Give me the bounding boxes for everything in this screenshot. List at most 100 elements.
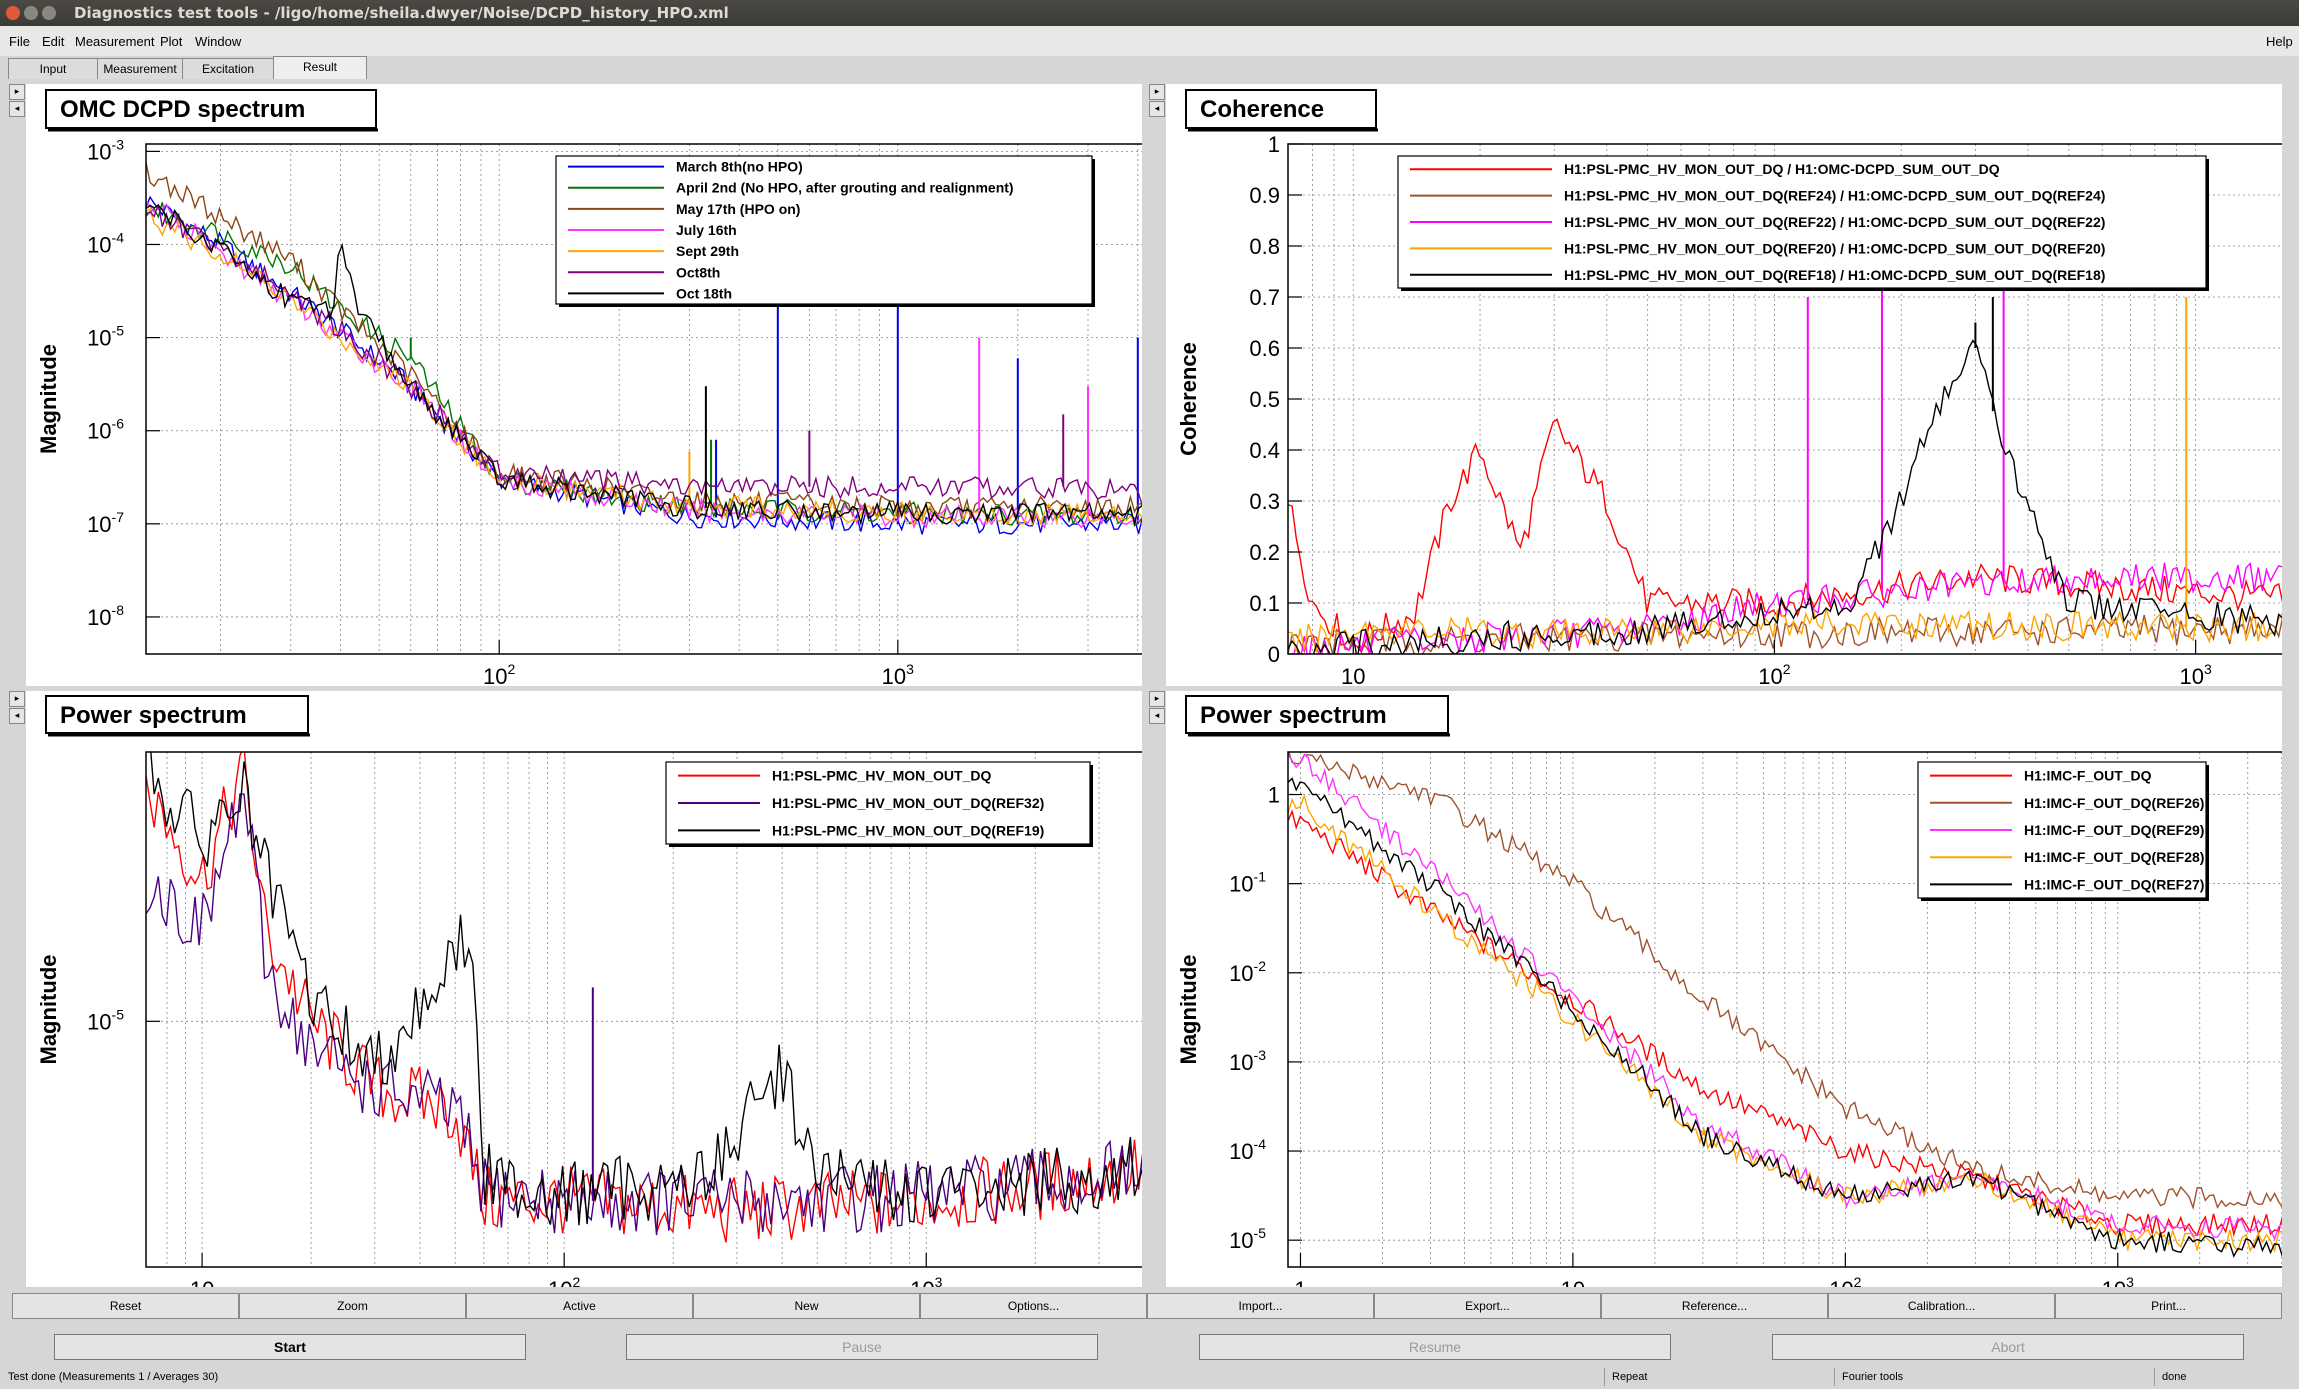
x-tick-label: 102 bbox=[483, 661, 515, 686]
abort-button[interactable]: Abort bbox=[1772, 1334, 2244, 1360]
reference-button[interactable]: Reference... bbox=[1601, 1293, 1828, 1319]
legend-entry: H1:PSL-PMC_HV_MON_OUT_DQ(REF22) / H1:OMC… bbox=[1564, 214, 2105, 230]
legend: H1:PSL-PMC_HV_MON_OUT_DQ / H1:OMC-DCPD_S… bbox=[1397, 155, 2207, 289]
pad-3-collapse-button[interactable]: ◂ bbox=[9, 708, 25, 724]
new-button[interactable]: New bbox=[693, 1293, 920, 1319]
x-tick-label: 10 bbox=[190, 1277, 214, 1287]
plot-pad-1[interactable]: OMC DCPD spectrum 102 103 10-3 10-4 10-5 10-6 1… bbox=[26, 84, 1209, 754]
pad-2-collapse-button[interactable]: ◂ bbox=[1149, 101, 1165, 117]
reset-button[interactable]: Reset bbox=[12, 1293, 239, 1319]
status-state: done bbox=[2162, 1371, 2187, 1383]
x-tick-label: 103 bbox=[910, 1274, 942, 1287]
y-tick-label: 0.1 bbox=[1249, 591, 1280, 616]
tab-result[interactable]: Result bbox=[273, 56, 367, 79]
tab-bar: Input Measurement Excitation Result bbox=[0, 56, 2299, 80]
pad-title: Power spectrum bbox=[1200, 702, 1387, 729]
menu-measurement[interactable]: Measurement bbox=[75, 34, 155, 49]
legend-entry: H1:PSL-PMC_HV_MON_OUT_DQ bbox=[772, 768, 991, 784]
legend-entry: H1:IMC-F_OUT_DQ(REF28) bbox=[2024, 849, 2204, 865]
legend-entry: H1:IMC-F_OUT_DQ(REF26) bbox=[2024, 795, 2204, 811]
series-group bbox=[1288, 246, 2299, 654]
legend-entry: Oct 18th bbox=[676, 285, 732, 301]
legend-entry: Sept 29th bbox=[676, 243, 739, 259]
legend-entry: H1:PSL-PMC_HV_MON_OUT_DQ(REF18) / H1:OMC… bbox=[1564, 267, 2105, 283]
series-group bbox=[146, 162, 1208, 645]
calibration-button[interactable]: Calibration... bbox=[1828, 1293, 2055, 1319]
pad-3-expand-button[interactable]: ▸ bbox=[9, 691, 25, 707]
pad-1-collapse-button[interactable]: ◂ bbox=[9, 101, 25, 117]
menu-plot[interactable]: Plot bbox=[160, 34, 183, 49]
pad-4-collapse-button[interactable]: ◂ bbox=[1149, 708, 1165, 724]
x-tick-label: 103 bbox=[2102, 1274, 2134, 1287]
legend-entry: H1:PSL-PMC_HV_MON_OUT_DQ(REF32) bbox=[772, 795, 1044, 811]
x-tick-label: 10 bbox=[1561, 1277, 1585, 1287]
legend-entry: H1:IMC-F_OUT_DQ bbox=[2024, 768, 2152, 784]
y-tick-label: 10-5 bbox=[87, 1006, 124, 1034]
y-tick-label: 10-1 bbox=[1229, 869, 1266, 897]
series-line bbox=[1288, 606, 2299, 653]
series-line bbox=[1288, 752, 2299, 1211]
print-button[interactable]: Print... bbox=[2055, 1293, 2282, 1319]
x-tick-label: 102 bbox=[1829, 1274, 1861, 1287]
tab-measurement[interactable]: Measurement bbox=[97, 58, 183, 79]
y-tick-label: 10-2 bbox=[1229, 958, 1266, 986]
import-button[interactable]: Import... bbox=[1147, 1293, 1374, 1319]
pad-title-box bbox=[1185, 89, 1377, 129]
pad-title: Coherence bbox=[1200, 96, 1324, 123]
pause-button[interactable]: Pause bbox=[626, 1334, 1098, 1360]
series-line bbox=[1288, 809, 2299, 1237]
close-window-button[interactable] bbox=[6, 6, 20, 20]
y-axis-label: Magnitude bbox=[1176, 955, 1201, 1065]
plot-pad-4[interactable]: Power spectrum 1 10 102 103 1 10-1 10-2 10-3 10-4… bbox=[1166, 691, 2299, 1367]
plot-pad-2[interactable]: Coherence 10 102 103 0 0.1 0.2 0.3 0.4 0.5 0.6 0.7 0… bbox=[1166, 84, 2299, 754]
menu-file[interactable]: File bbox=[9, 34, 30, 49]
pad-2-expand-button[interactable]: ▸ bbox=[1149, 84, 1165, 100]
export-button[interactable]: Export... bbox=[1374, 1293, 1601, 1319]
legend: H1:PSL-PMC_HV_MON_OUT_DQ H1:PSL-PMC_HV_MO… bbox=[665, 761, 1091, 845]
start-button[interactable]: Start bbox=[54, 1334, 526, 1360]
series-line bbox=[1293, 561, 2299, 654]
active-button[interactable]: Active bbox=[466, 1293, 693, 1319]
x-tick-label: 102 bbox=[1758, 661, 1790, 686]
x-tick-label: 103 bbox=[882, 661, 914, 686]
menu-window[interactable]: Window bbox=[195, 34, 242, 49]
pad-1-expand-button[interactable]: ▸ bbox=[9, 84, 25, 100]
y-axis-label: Coherence bbox=[1176, 342, 1201, 456]
menu-help[interactable]: Help bbox=[2266, 34, 2293, 49]
pad-title-box bbox=[45, 89, 377, 129]
plot-pad-3[interactable]: Power spectrum1010210310-5Frequency (Hz)… bbox=[26, 691, 1209, 1367]
pad-title: Power spectrum bbox=[60, 702, 247, 729]
y-tick-label: 0.9 bbox=[1249, 183, 1280, 208]
zoom-button[interactable]: Zoom bbox=[239, 1293, 466, 1319]
legend-entry: H1:PSL-PMC_HV_MON_OUT_DQ(REF19) bbox=[772, 822, 1044, 838]
legend: March 8th(no HPO) April 2nd (No HPO, afte… bbox=[555, 155, 1093, 305]
tab-excitation[interactable]: Excitation bbox=[182, 58, 274, 79]
pad-title-box bbox=[1185, 695, 1449, 734]
y-tick-label: 1 bbox=[1268, 132, 1280, 157]
series-line bbox=[1288, 339, 2299, 654]
tab-input[interactable]: Input bbox=[8, 58, 98, 79]
series-line bbox=[146, 202, 1208, 618]
pad-4-expand-button[interactable]: ▸ bbox=[1149, 691, 1165, 707]
series-line bbox=[150, 752, 1208, 1226]
y-axis-label: Magnitude bbox=[36, 344, 61, 454]
legend-entry: H1:PSL-PMC_HV_MON_OUT_DQ(REF20) / H1:OMC… bbox=[1564, 240, 2105, 256]
resume-button[interactable]: Resume bbox=[1199, 1334, 1671, 1360]
legend: H1:IMC-F_OUT_DQ H1:IMC-F_OUT_DQ(REF26) H1:… bbox=[1917, 761, 2207, 899]
y-axis-label: Magnitude bbox=[36, 955, 61, 1065]
pad-title-box bbox=[45, 695, 309, 734]
status-tools: Fourier tools bbox=[1842, 1371, 1904, 1383]
series-group bbox=[146, 752, 1208, 1243]
minimize-window-button[interactable] bbox=[24, 6, 38, 20]
menu-bar: File Edit Measurement Plot Window Help bbox=[0, 26, 2299, 56]
series-line bbox=[146, 204, 1208, 591]
maximize-window-button[interactable] bbox=[42, 6, 56, 20]
menu-edit[interactable]: Edit bbox=[42, 34, 65, 49]
y-tick-label: 0.5 bbox=[1249, 387, 1280, 412]
y-tick-label: 10-7 bbox=[87, 509, 124, 537]
x-tick-label: 102 bbox=[548, 1274, 580, 1287]
series-line bbox=[146, 752, 1208, 1243]
x-tick-label: 10 bbox=[1341, 664, 1365, 686]
legend-entry: H1:IMC-F_OUT_DQ(REF29) bbox=[2024, 822, 2204, 838]
options-button[interactable]: Options... bbox=[920, 1293, 1147, 1319]
